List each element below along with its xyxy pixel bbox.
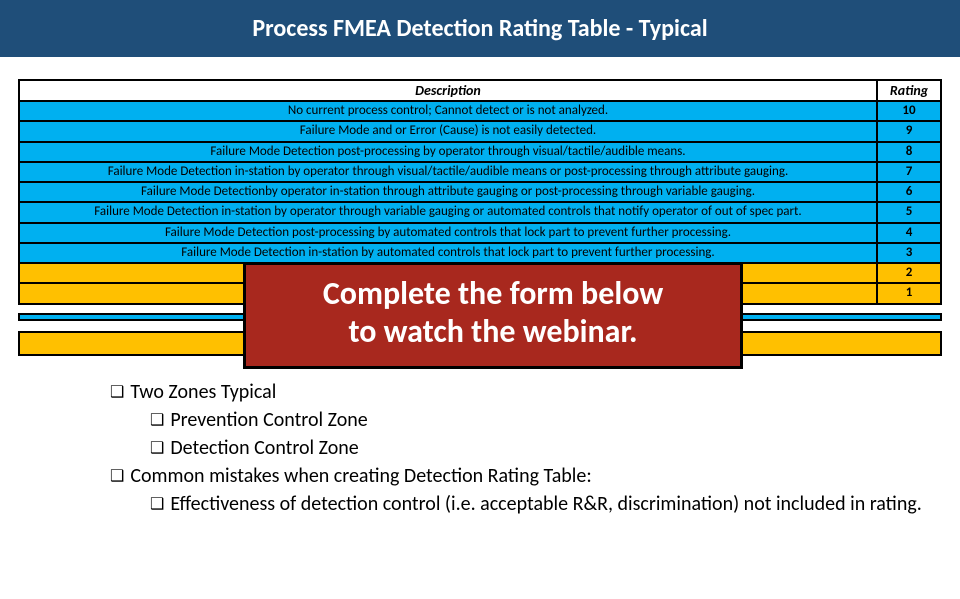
col-rating: Rating <box>877 80 941 101</box>
table-row: Failure Mode Detection in-station by aut… <box>19 243 941 263</box>
page-header: Process FMEA Detection Rating Table - Ty… <box>0 0 960 57</box>
bullet-prevention-zone: Prevention Control Zone <box>150 406 960 434</box>
cell-description: Failure Mode Detectionby operator in-sta… <box>19 182 877 202</box>
cta-overlay: Complete the form below to watch the web… <box>243 262 743 369</box>
bullet-effectiveness: Effectiveness of detection control (i.e.… <box>150 490 960 518</box>
cell-description: Failure Mode Detection in-station by aut… <box>19 243 877 263</box>
cta-line2: to watch the webinar. <box>254 313 732 351</box>
cell-rating: 7 <box>877 162 941 182</box>
cell-rating: 8 <box>877 142 941 162</box>
cell-rating: 1 <box>877 283 941 303</box>
cell-description: Failure Mode Detection post-processing b… <box>19 142 877 162</box>
table-row: Failure Mode and or Error (Cause) is not… <box>19 121 941 141</box>
table-row: Failure Mode Detection in-station by ope… <box>19 162 941 182</box>
cell-rating: 9 <box>877 121 941 141</box>
page-title: Process FMEA Detection Rating Table - Ty… <box>252 14 707 43</box>
cell-rating: 6 <box>877 182 941 202</box>
bullet-list: Two Zones Typical Prevention Control Zon… <box>110 378 960 518</box>
cell-description: Failure Mode Detection post-processing b… <box>19 223 877 243</box>
table-row: Failure Mode Detectionby operator in-sta… <box>19 182 941 202</box>
table-row: Failure Mode Detection post-processing b… <box>19 142 941 162</box>
cell-description: Failure Mode Detection in-station by ope… <box>19 162 877 182</box>
col-description: Description <box>19 80 877 101</box>
cell-rating: 5 <box>877 202 941 222</box>
bullet-two-zones: Two Zones Typical <box>110 378 960 406</box>
cta-line1: Complete the form below <box>254 275 732 313</box>
cell-rating: 4 <box>877 223 941 243</box>
cell-rating: 10 <box>877 101 941 121</box>
table-row: Failure Mode Detection post-processing b… <box>19 223 941 243</box>
cell-description: Failure Mode and or Error (Cause) is not… <box>19 121 877 141</box>
table-row: Failure Mode Detection in-station by ope… <box>19 202 941 222</box>
cell-description: No current process control; Cannot detec… <box>19 101 877 121</box>
bullet-common-mistakes: Common mistakes when creating Detection … <box>110 462 960 490</box>
table-row: No current process control; Cannot detec… <box>19 101 941 121</box>
bullet-detection-zone: Detection Control Zone <box>150 434 960 462</box>
cell-description: Failure Mode Detection in-station by ope… <box>19 202 877 222</box>
cell-rating: 3 <box>877 243 941 263</box>
cell-rating: 2 <box>877 263 941 283</box>
